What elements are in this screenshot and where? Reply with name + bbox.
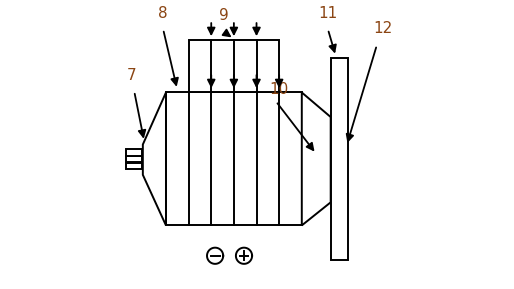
Bar	[125, 163, 142, 169]
Bar	[125, 149, 142, 155]
Text: 10: 10	[269, 82, 288, 97]
Polygon shape	[302, 92, 331, 225]
Text: 12: 12	[373, 21, 392, 36]
Text: 7: 7	[126, 68, 136, 83]
Bar	[189, 40, 279, 92]
Bar	[166, 92, 302, 225]
Polygon shape	[143, 92, 166, 225]
Bar	[331, 58, 348, 260]
Text: 11: 11	[318, 5, 337, 21]
Text: 8: 8	[158, 5, 168, 21]
Text: 9: 9	[219, 8, 229, 23]
Bar	[125, 156, 142, 162]
